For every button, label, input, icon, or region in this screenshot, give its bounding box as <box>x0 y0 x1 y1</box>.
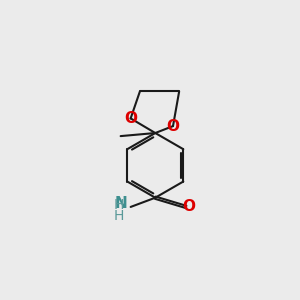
Text: O: O <box>167 118 179 134</box>
Text: H: H <box>113 198 124 212</box>
Text: O: O <box>183 200 196 214</box>
Text: H: H <box>113 209 124 223</box>
Text: O: O <box>124 111 137 126</box>
Text: N: N <box>115 196 128 211</box>
